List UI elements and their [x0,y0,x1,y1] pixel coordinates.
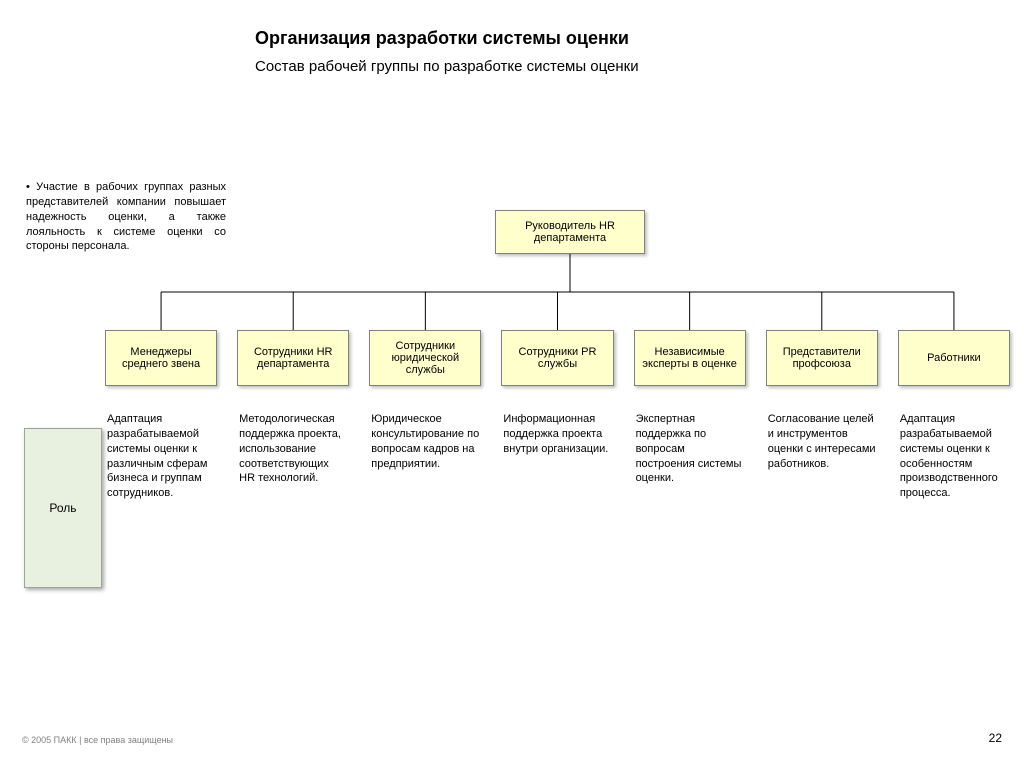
org-root-node: Руководитель HR департамента [495,210,645,254]
role-description: Юридическое консультирование по вопросам… [369,412,481,501]
org-child-node: Сотрудники HR департамента [237,330,349,386]
role-description: Адаптация разрабатываемой системы оценки… [898,412,1010,501]
org-child-node: Сотрудники юридической службы [369,330,481,386]
footer-copyright: © 2005 ПАКК | все права защищены [22,735,173,745]
org-child-node: Менеджеры среднего звена [105,330,217,386]
org-child-node: Независимые эксперты в оценке [634,330,746,386]
role-description: Методологическая поддержка проекта, испо… [237,412,349,501]
roles-row: Адаптация разрабатываемой системы оценки… [105,412,1010,501]
org-children-row: Менеджеры среднего звена Сотрудники HR д… [105,330,1010,386]
org-child-node: Работники [898,330,1010,386]
page-title: Организация разработки системы оценки [255,28,629,49]
role-label-box: Роль [24,428,102,588]
role-description: Информационная поддержка проекта внутри … [501,412,613,501]
org-child-node: Представители профсоюза [766,330,878,386]
role-description: Экспертная поддержка по вопросам построе… [634,412,746,501]
org-child-node: Сотрудники PR службы [501,330,613,386]
page-number: 22 [989,731,1002,745]
org-chart: Руководитель HR департамента Менеджеры с… [105,210,1010,410]
role-description: Адаптация разрабатываемой системы оценки… [105,412,217,501]
role-description: Согласование целей и инструментов оценки… [766,412,878,501]
page-subtitle: Состав рабочей группы по разработке сист… [255,58,639,75]
